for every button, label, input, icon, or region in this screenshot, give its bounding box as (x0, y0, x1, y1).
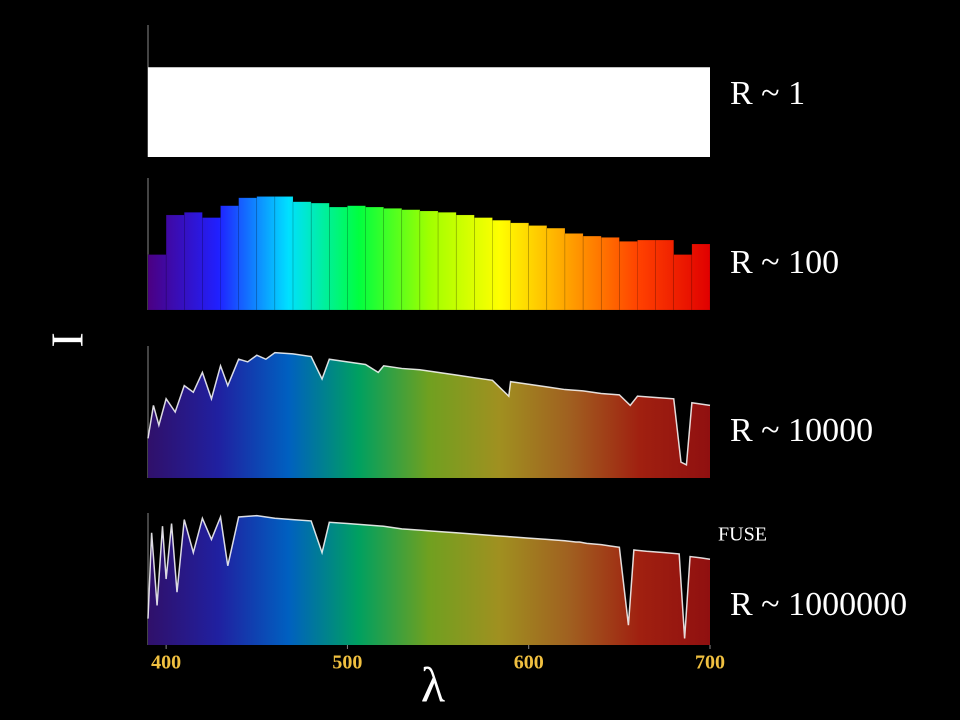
bar (437, 212, 457, 311)
bar (546, 227, 566, 311)
bar (238, 197, 258, 311)
bar (220, 205, 239, 311)
x-axis-label: λ (421, 656, 445, 712)
bar (619, 241, 638, 311)
bar (365, 206, 384, 311)
resolution-label: R ~ 1 (730, 75, 805, 112)
spectrum-line (147, 514, 711, 639)
bar (600, 237, 620, 311)
bar (401, 209, 421, 311)
bar (582, 235, 602, 311)
bar (419, 210, 439, 311)
spectrum-line (147, 351, 711, 466)
bar (292, 201, 312, 311)
bar (691, 243, 711, 311)
bar (528, 225, 548, 311)
annotation: FUSE (718, 524, 767, 546)
bar (184, 212, 203, 311)
bar (492, 219, 511, 311)
bar (347, 205, 366, 311)
resolution-label: R ~ 1000000 (730, 586, 907, 623)
spectrum-area (148, 515, 710, 645)
bar (147, 254, 167, 311)
bar (274, 196, 294, 311)
x-tick-label: 400 (151, 652, 181, 674)
y-axis-label: I (42, 332, 93, 347)
bar (455, 214, 475, 311)
bar (202, 217, 221, 311)
bar (310, 202, 330, 311)
x-tick-label: 700 (695, 652, 725, 674)
resolution-label: R ~ 100 (730, 244, 839, 281)
bar (564, 233, 584, 311)
bar (673, 254, 693, 311)
x-tick-label: 500 (332, 652, 362, 674)
bar (655, 239, 674, 311)
bar (383, 208, 403, 311)
bar (165, 214, 185, 311)
bar (256, 196, 276, 311)
bar (329, 206, 348, 311)
spectrum-area (148, 352, 710, 478)
x-tick-label: 600 (514, 652, 544, 674)
resolution-label: R ~ 10000 (730, 412, 873, 449)
bar (510, 222, 529, 311)
bar (474, 217, 493, 311)
bar (637, 239, 656, 311)
spectrum-area (148, 67, 710, 157)
